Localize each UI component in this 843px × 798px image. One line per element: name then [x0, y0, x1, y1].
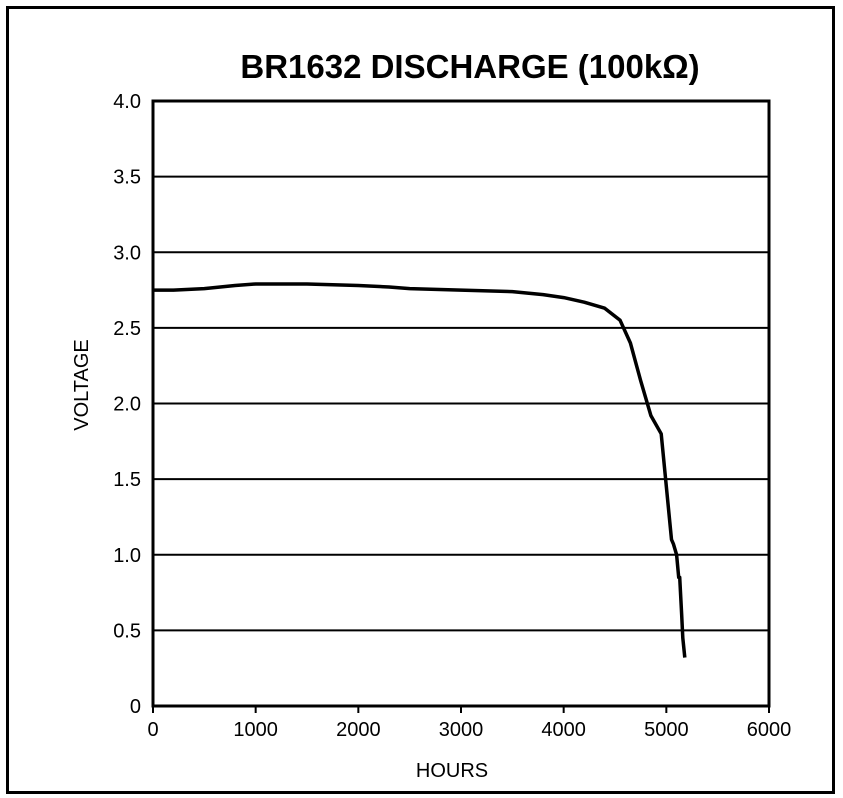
y-tick-label: 4.0	[113, 91, 141, 113]
y-tick-label: 0	[130, 696, 141, 718]
x-tick-label: 6000	[747, 719, 792, 741]
x-axis-ticks: 0 1000 2000 3000 4000 5000 6000	[147, 706, 791, 741]
y-tick-label: 3.5	[113, 167, 141, 189]
y-tick-label: 0.5	[113, 620, 141, 642]
y-axis-ticks: 0 0.5 1.0 1.5 2.0 2.5 3.0 3.5 4.0	[113, 91, 141, 718]
chart-title: BR1632 DISCHARGE (100kΩ)	[240, 48, 699, 85]
gridlines	[153, 175, 769, 632]
x-tick-label: 4000	[541, 719, 586, 741]
y-tick-label: 1.0	[113, 545, 141, 567]
x-tick-label: 3000	[439, 719, 484, 741]
x-tick-label: 1000	[233, 719, 278, 741]
discharge-curve	[153, 282, 687, 658]
y-tick-label: 2.0	[113, 394, 141, 416]
x-tick-label: 0	[147, 719, 158, 741]
y-tick-label: 1.5	[113, 469, 141, 491]
y-tick-label: 3.0	[113, 242, 141, 264]
y-axis-label: VOLTAGE	[71, 339, 93, 431]
x-tick-label: 2000	[336, 719, 381, 741]
chart-frame	[6, 6, 835, 794]
y-tick-label: 2.5	[113, 318, 141, 340]
x-axis-label: HOURS	[416, 760, 488, 782]
x-tick-label: 5000	[644, 719, 689, 741]
series-group	[153, 282, 687, 658]
